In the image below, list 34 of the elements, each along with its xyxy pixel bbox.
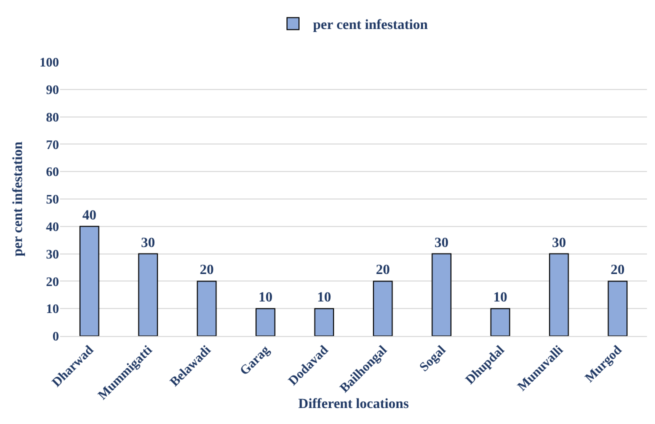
- y-axis-title: per cent infestation: [11, 141, 26, 256]
- y-tick-label: 20: [46, 274, 59, 289]
- data-label: 20: [200, 263, 214, 278]
- y-tick-label: 80: [46, 109, 59, 124]
- data-label: 20: [610, 263, 625, 278]
- y-tick-label: 60: [46, 164, 59, 180]
- bar: [196, 280, 217, 336]
- data-label: 30: [141, 236, 156, 251]
- data-label: 10: [317, 290, 332, 306]
- y-tick-label: 70: [46, 136, 59, 152]
- y-tick-label: 0: [52, 328, 59, 344]
- bar: [314, 308, 334, 336]
- bar: [372, 280, 393, 336]
- y-tick-label: 90: [46, 82, 59, 97]
- bar: [432, 253, 452, 336]
- y-tick-label: 100: [40, 54, 59, 70]
- y-tick-label: 10: [46, 301, 59, 316]
- y-tick-label: 50: [46, 192, 59, 207]
- bar: [256, 308, 276, 336]
- x-axis-title: Different locations: [298, 397, 410, 412]
- data-label: 20: [376, 263, 390, 278]
- data-label: 10: [258, 290, 272, 306]
- data-label: 10: [493, 290, 508, 306]
- bar: [608, 280, 628, 336]
- data-label: 40: [82, 208, 96, 224]
- data-label: 30: [434, 236, 449, 251]
- y-tick-label: 30: [46, 246, 59, 262]
- legend-label: per cent infestation: [313, 18, 428, 34]
- y-tick-label: 40: [46, 218, 59, 234]
- bar: [490, 308, 510, 336]
- bar: [138, 253, 158, 336]
- bar: [79, 226, 100, 336]
- bar: [549, 253, 569, 336]
- data-label: 30: [552, 236, 566, 251]
